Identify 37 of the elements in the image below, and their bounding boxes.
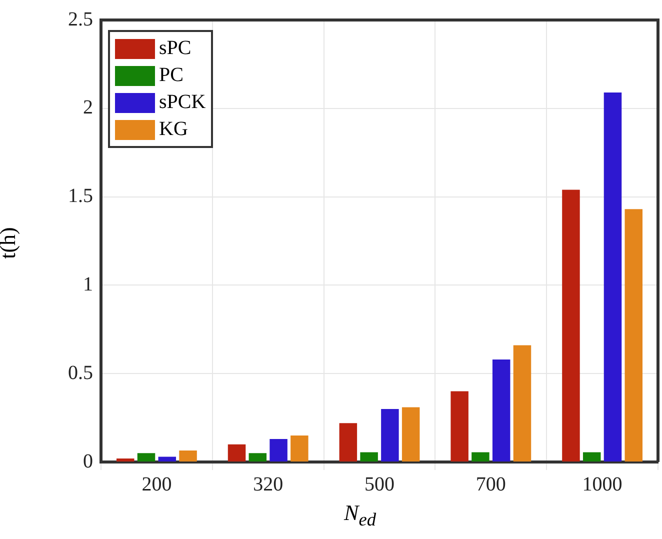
y-tick-label: 1.5: [68, 185, 93, 208]
bar: [228, 444, 246, 462]
x-axis-title: N$_{ed}$: [342, 500, 377, 530]
bar: [562, 190, 580, 462]
bar: [360, 452, 378, 462]
bar: [624, 209, 643, 462]
bar: [158, 456, 176, 462]
y-tick-label: 2: [83, 96, 93, 119]
bar: [339, 423, 358, 462]
bar: [116, 458, 134, 462]
y-tick-label: 0: [83, 450, 93, 472]
bar: [492, 359, 510, 462]
bar: [604, 92, 622, 462]
bar: [137, 453, 156, 462]
legend-label: KG: [159, 118, 188, 141]
bar: [582, 452, 601, 462]
y-tick-label: 1: [83, 273, 93, 296]
bar: [381, 408, 399, 462]
y-axis-title: t(h): [0, 227, 21, 259]
bar: [472, 452, 490, 462]
x-tick-label: 1000: [582, 473, 622, 496]
x-tick-label: 200: [142, 473, 172, 496]
legend-label: sPCK: [159, 91, 206, 114]
bar: [248, 453, 267, 462]
bar: [290, 435, 308, 462]
x-tick-label: 500: [364, 473, 394, 496]
legend-label: sPC: [159, 37, 192, 60]
bar: [450, 391, 468, 462]
x-tick-label: 320: [253, 473, 284, 496]
y-tick-label: 2.5: [68, 8, 93, 30]
y-tick-label: 0.5: [68, 362, 93, 384]
bar: [402, 407, 420, 462]
legend-label: PC: [159, 64, 184, 87]
x-tick-label: 700: [476, 473, 506, 496]
bar: [513, 345, 532, 462]
bar: [270, 439, 288, 462]
bar: [179, 450, 197, 462]
